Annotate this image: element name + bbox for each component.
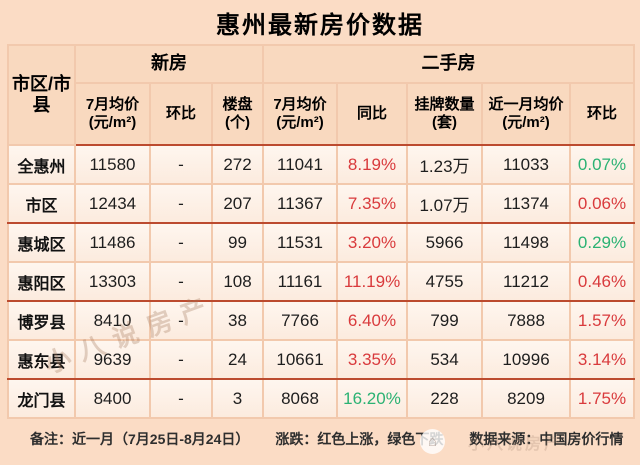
listings-cell: 5966: [406, 222, 484, 263]
used-mom-cell: 1.75%: [569, 378, 636, 419]
column-group-new-homes: 新房: [73, 44, 265, 84]
used-yoy-cell: 8.19%: [336, 144, 409, 185]
column-header-used-avg-price: 7月均价(元/m²): [262, 82, 339, 146]
listings-cell: 4755: [406, 261, 484, 302]
region-cell: 全惠州: [7, 144, 76, 185]
region-cell: 惠城区: [7, 222, 76, 263]
used-avg-price-cell: 8068: [262, 378, 339, 419]
new-avg-price-cell: 8400: [74, 378, 151, 419]
used-avg-price-cell: 7766: [262, 300, 339, 341]
table-row: 博罗县 8410 - 38 7766 6.40% 799 7888 1.57%: [7, 300, 636, 341]
column-header-listings: 挂牌数量(套): [406, 82, 484, 146]
recent-avg-price-cell: 7888: [481, 300, 572, 341]
projects-cell: 272: [210, 144, 265, 185]
region-cell: 惠阳区: [7, 261, 76, 302]
new-mom-cell: -: [149, 300, 213, 341]
column-header-recent-avg-price: 近一月均价(元/m²): [481, 82, 572, 146]
page-title: 惠州最新房价数据: [216, 11, 424, 39]
header-sub-row: 7月均价(元/m²) 环比 楼盘(个) 7月均价(元/m²) 同比 挂牌数量(套…: [8, 82, 636, 146]
recent-avg-price-cell: 8209: [481, 378, 572, 419]
region-cell: 龙门县: [7, 378, 76, 419]
used-mom-cell: 0.07%: [569, 144, 636, 185]
projects-cell: 24: [210, 339, 265, 380]
used-avg-price-cell: 11161: [262, 261, 339, 302]
used-yoy-cell: 3.20%: [336, 222, 409, 263]
listings-cell: 1.07万: [406, 183, 484, 224]
used-avg-price-cell: 10661: [262, 339, 339, 380]
price-table: 市区/市县 新房 二手房 7月均价(元/m²) 环比 楼盘(个) 7月均价(元/…: [7, 44, 636, 419]
used-mom-cell: 3.14%: [569, 339, 636, 380]
column-header-used-mom: 环比: [569, 82, 636, 146]
new-avg-price-cell: 11486: [74, 222, 151, 263]
column-header-used-yoy: 同比: [336, 82, 409, 146]
region-cell: 博罗县: [7, 300, 76, 341]
new-mom-cell: -: [149, 261, 213, 302]
column-group-resale-homes: 二手房: [262, 44, 636, 84]
listings-cell: 228: [406, 378, 484, 419]
used-mom-cell: 0.46%: [569, 261, 636, 302]
used-avg-price-cell: 11367: [262, 183, 339, 224]
used-yoy-cell: 6.40%: [336, 300, 409, 341]
column-header-projects: 楼盘(个): [210, 82, 265, 146]
used-yoy-cell: 3.35%: [336, 339, 409, 380]
note-legend: 涨跌：红色上涨，绿色下跌: [275, 431, 444, 447]
column-header-region: 市区/市县: [7, 44, 76, 146]
used-avg-price-cell: 11531: [262, 222, 339, 263]
note-period: 备注：近一月（7月25日-8月24日）: [30, 431, 250, 447]
projects-cell: 207: [210, 183, 265, 224]
projects-cell: 99: [210, 222, 265, 263]
used-mom-cell: 0.29%: [569, 222, 636, 263]
used-avg-price-cell: 11041: [262, 144, 339, 185]
listings-cell: 1.23万: [406, 144, 484, 185]
note-source: 数据来源：中国房价行情: [469, 431, 624, 447]
table-row: 龙门县 8400 - 3 8068 16.20% 228 8209 1.75%: [7, 378, 636, 419]
table-body: 全惠州 11580 - 272 11041 8.19% 1.23万 11033 …: [7, 144, 636, 419]
new-avg-price-cell: 11580: [74, 144, 151, 185]
table-row: 市区 12434 - 207 11367 7.35% 1.07万 11374 0…: [7, 183, 636, 224]
table-header: 市区/市县 新房 二手房 7月均价(元/m²) 环比 楼盘(个) 7月均价(元/…: [7, 44, 636, 146]
new-mom-cell: -: [149, 183, 213, 224]
used-mom-cell: 0.06%: [569, 183, 636, 224]
listings-cell: 799: [406, 300, 484, 341]
new-avg-price-cell: 13303: [74, 261, 151, 302]
used-yoy-cell: 7.35%: [336, 183, 409, 224]
new-avg-price-cell: 8410: [74, 300, 151, 341]
new-mom-cell: -: [149, 222, 213, 263]
footer-note: 备注：近一月（7月25日-8月24日） 涨跌：红色上涨，绿色下跌 数据来源：中国…: [0, 419, 640, 459]
new-avg-price-cell: 12434: [74, 183, 151, 224]
new-mom-cell: -: [149, 378, 213, 419]
table-row: 全惠州 11580 - 272 11041 8.19% 1.23万 11033 …: [7, 144, 636, 185]
used-yoy-cell: 16.20%: [336, 378, 409, 419]
recent-avg-price-cell: 10996: [481, 339, 572, 380]
table-row: 惠东县 9639 - 24 10661 3.35% 534 10996 3.14…: [7, 339, 636, 380]
listings-cell: 534: [406, 339, 484, 380]
used-yoy-cell: 11.19%: [336, 261, 409, 302]
projects-cell: 38: [210, 300, 265, 341]
used-mom-cell: 1.57%: [569, 300, 636, 341]
new-mom-cell: -: [149, 339, 213, 380]
recent-avg-price-cell: 11498: [481, 222, 572, 263]
projects-cell: 3: [210, 378, 265, 419]
projects-cell: 108: [210, 261, 265, 302]
recent-avg-price-cell: 11212: [481, 261, 572, 302]
header-group-row: 市区/市县 新房 二手房: [7, 44, 636, 146]
region-cell: 市区: [7, 183, 76, 224]
table-row: 惠城区 11486 - 99 11531 3.20% 5966 11498 0.…: [7, 222, 636, 263]
new-mom-cell: -: [149, 144, 213, 185]
column-header-new-avg-price: 7月均价(元/m²): [74, 82, 151, 146]
new-avg-price-cell: 9639: [74, 339, 151, 380]
column-header-new-mom: 环比: [149, 82, 213, 146]
recent-avg-price-cell: 11374: [481, 183, 572, 224]
table-row: 惠阳区 13303 - 108 11161 11.19% 4755 11212 …: [7, 261, 636, 302]
recent-avg-price-cell: 11033: [481, 144, 572, 185]
region-cell: 惠东县: [7, 339, 76, 380]
